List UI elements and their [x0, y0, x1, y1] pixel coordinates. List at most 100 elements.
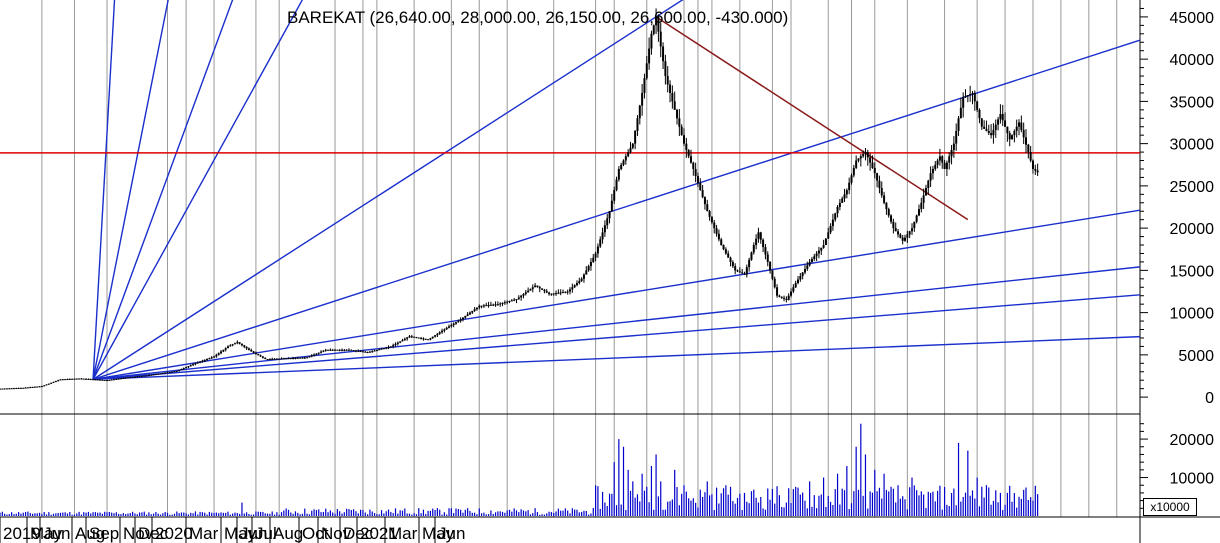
candle-body [508, 300, 511, 302]
candle-body [485, 305, 488, 307]
candle-body [834, 213, 837, 220]
candle-body [131, 376, 134, 378]
candle-body [510, 300, 513, 302]
candle-body [357, 350, 360, 352]
candle-body [292, 358, 295, 360]
candle-body [68, 378, 71, 380]
candle-body [368, 351, 371, 353]
candle-body [783, 297, 786, 299]
candle-body [122, 377, 125, 379]
time-tick-label: Jun [43, 524, 70, 543]
candle-body [182, 368, 185, 370]
candle-body [829, 226, 832, 233]
candle-body [943, 162, 946, 169]
candle-body [487, 305, 490, 307]
price-candles [0, 8, 1039, 390]
candle-body [706, 204, 709, 212]
candle-body [306, 357, 309, 359]
candle-body [352, 350, 355, 352]
candle-body [913, 221, 916, 229]
candle-body [731, 261, 734, 267]
candle-body [529, 288, 532, 291]
candle-body [296, 357, 299, 359]
candle-body [375, 349, 378, 351]
candle-body [227, 346, 229, 349]
candle-body [441, 330, 444, 333]
candle-body [582, 274, 585, 279]
candle-body [164, 372, 167, 374]
candle-body [669, 84, 672, 93]
candle-body [222, 349, 225, 352]
candle-body [75, 378, 78, 380]
candle-body [12, 388, 15, 390]
candle-body [124, 377, 127, 379]
candle-body [17, 387, 20, 389]
candle-body [1029, 152, 1032, 161]
candle-body [5, 388, 8, 390]
candle-body [220, 351, 223, 354]
candle-body [87, 378, 90, 380]
time-tick-label: Dec [138, 524, 169, 543]
candle-body [236, 342, 239, 344]
candle-body [96, 379, 99, 381]
candle-body [729, 257, 732, 262]
time-tick-label: Jul [255, 524, 277, 543]
candle-body [992, 129, 995, 136]
candle-body [282, 358, 285, 360]
candle-body [524, 292, 527, 295]
fan-line [92, 39, 1140, 381]
price-tick-label: 25000 [1170, 179, 1215, 196]
candle-body [59, 379, 62, 381]
candle-body [210, 357, 213, 359]
candle-body [624, 156, 627, 161]
candle-body [33, 386, 36, 388]
time-tick-label: Nov [321, 524, 352, 543]
candle-body [478, 305, 481, 308]
candle-body [541, 288, 544, 290]
candle-body [436, 333, 439, 336]
candle-body [517, 297, 520, 300]
candle-body [515, 299, 518, 301]
candle-body [271, 358, 274, 360]
candle-body [552, 293, 555, 295]
candle-body [150, 374, 153, 376]
candle-body [57, 380, 60, 382]
candle-body [354, 350, 357, 352]
candle-body [50, 382, 53, 384]
candle-body [676, 109, 679, 119]
candle-body [320, 351, 323, 353]
candle-body [715, 228, 718, 234]
candle-body [699, 183, 702, 191]
candle-body [750, 252, 753, 260]
candle-body [245, 346, 248, 349]
candle-body [1025, 137, 1027, 145]
candle-body [613, 190, 616, 201]
candle-body [366, 352, 369, 354]
candle-body [243, 345, 246, 347]
candle-body [587, 266, 590, 271]
time-tick-label: May [30, 524, 63, 543]
candle-body [666, 76, 669, 85]
candle-body [657, 16, 660, 32]
candle-body [655, 16, 658, 26]
candle-body [945, 162, 948, 169]
candle-body [310, 355, 313, 357]
candle-body [1027, 144, 1030, 153]
price-tick-label: 10000 [1170, 306, 1215, 323]
candle-body [22, 387, 25, 389]
candle-body [47, 383, 50, 385]
fan-line [92, 0, 169, 380]
fan-line [92, 0, 234, 380]
candle-body [119, 378, 122, 380]
candle-body [459, 319, 462, 321]
candle-body [927, 180, 930, 188]
candle-body [924, 187, 927, 196]
candle-body [506, 301, 509, 303]
candle-body [545, 291, 548, 293]
candle-body [329, 349, 332, 351]
price-tick-label: 30000 [1170, 137, 1215, 154]
candle-body [899, 234, 902, 238]
candle-body [331, 349, 334, 351]
candle-body [373, 350, 376, 352]
fan-line [93, 335, 1140, 381]
